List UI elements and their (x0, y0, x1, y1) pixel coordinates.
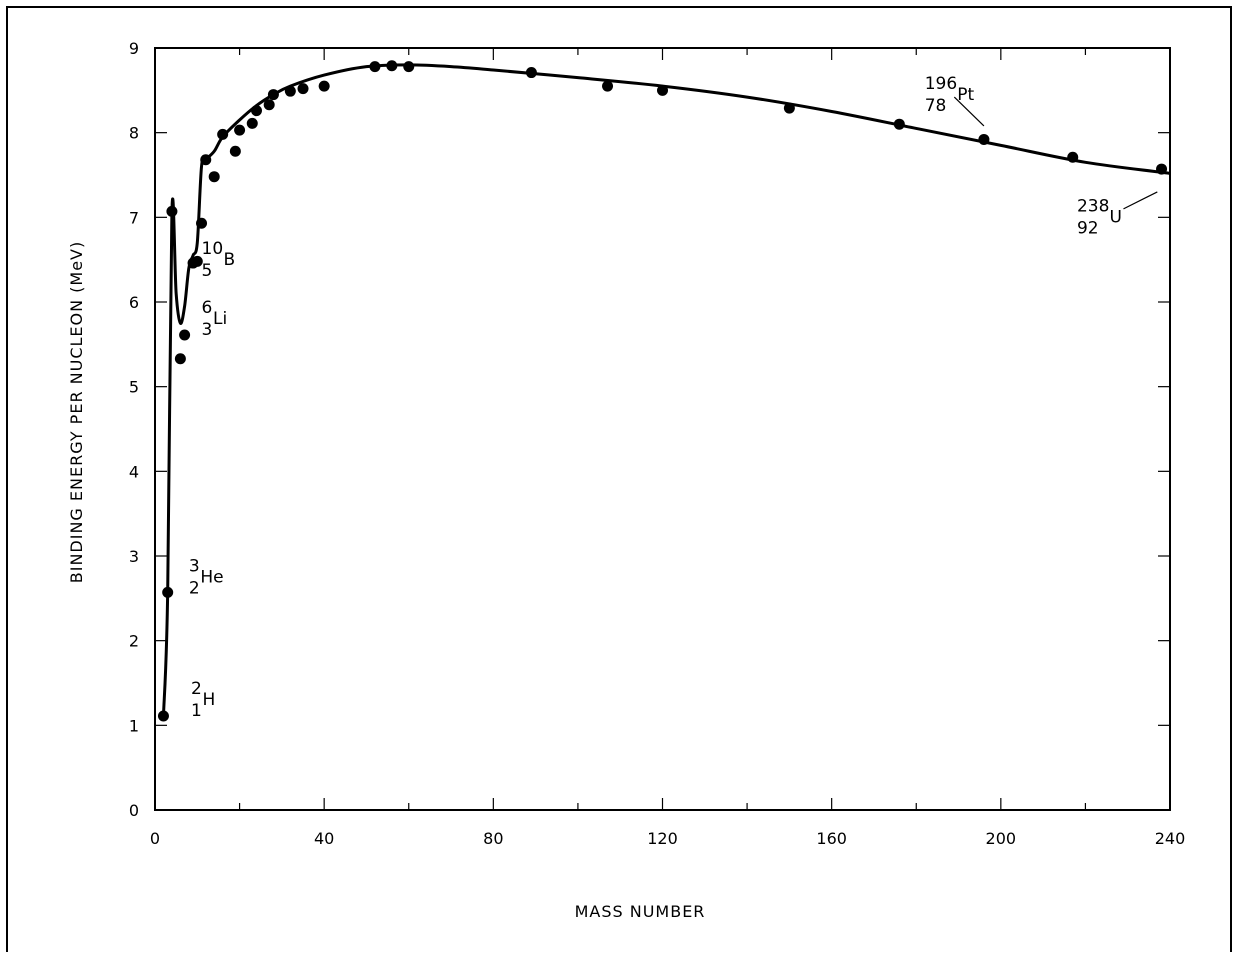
data-points (157, 60, 1168, 722)
isotope-atomic-number: 5 (202, 261, 213, 281)
x-tick-label: 120 (647, 829, 678, 848)
data-point (246, 117, 258, 129)
data-point (191, 255, 203, 267)
data-point (196, 217, 208, 229)
figure-frame (6, 6, 1232, 952)
y-tick-label: 3 (129, 547, 139, 566)
x-tick-label: 40 (314, 829, 334, 848)
data-point (263, 99, 275, 111)
isotope-symbol: He (200, 567, 223, 587)
x-axis-title: MASS NUMBER (575, 902, 706, 921)
data-point (657, 84, 668, 96)
data-point (297, 83, 309, 95)
isotope-mass-number: 10 (202, 239, 224, 259)
isotope-atomic-number: 3 (202, 320, 213, 340)
y-axis-title: BINDING ENERGY PER NUCLEON (MeV) (67, 241, 86, 583)
isotope-atomic-number: 2 (189, 578, 200, 598)
isotope-mass-number: 238 (1077, 197, 1109, 217)
isotope-label-h: 21H (191, 679, 215, 721)
isotope-symbol: B (224, 250, 236, 270)
data-point (234, 124, 246, 136)
isotope-mass-number: 3 (189, 556, 200, 576)
data-point (525, 67, 537, 79)
data-point (267, 89, 279, 101)
y-tick-label: 8 (129, 124, 139, 143)
data-point (1156, 163, 1168, 175)
data-point (978, 133, 990, 145)
fit-curve-line (161, 63, 1171, 717)
isotope-atomic-number: 1 (191, 701, 202, 721)
data-point (783, 102, 795, 114)
data-point (369, 61, 381, 73)
isotope-atomic-number: 92 (1077, 219, 1099, 239)
data-point (403, 61, 415, 73)
data-point (174, 353, 186, 365)
data-point (602, 80, 614, 92)
isotope-symbol: Li (213, 309, 227, 329)
data-point (208, 171, 220, 183)
isotope-atomic-number: 78 (925, 96, 947, 116)
isotope-symbol: Pt (957, 85, 974, 105)
data-point (162, 586, 174, 598)
y-tick-label: 0 (129, 801, 139, 820)
x-tick-label: 160 (816, 829, 847, 848)
isotope-symbol: H (202, 690, 215, 710)
x-tick-label: 240 (1155, 829, 1186, 848)
isotope-mass-number: 196 (925, 74, 957, 94)
data-point (284, 85, 296, 97)
data-point (893, 118, 905, 130)
data-point (166, 205, 178, 217)
x-tick-label: 0 (150, 829, 160, 848)
data-point (200, 154, 212, 166)
data-point (318, 80, 330, 92)
leader-line (953, 96, 985, 127)
y-tick-label: 6 (129, 293, 139, 312)
axis-ticks (154, 47, 1171, 811)
y-tick-label: 2 (129, 632, 139, 651)
plot-area-border (154, 47, 1171, 811)
y-tick-label: 9 (129, 39, 139, 58)
leader-line (1123, 191, 1158, 210)
x-tick-label: 80 (483, 829, 503, 848)
y-tick-label: 5 (129, 378, 139, 397)
isotope-mass-number: 2 (191, 679, 202, 699)
data-point (179, 329, 191, 341)
y-tick-label: 1 (129, 716, 139, 735)
data-point (217, 128, 229, 140)
data-point (251, 105, 262, 117)
data-point (157, 710, 169, 722)
y-tick-label: 4 (129, 462, 139, 481)
data-point (1067, 151, 1079, 163)
y-tick-label: 7 (129, 208, 139, 227)
isotope-mass-number: 6 (202, 298, 213, 318)
data-point (229, 145, 241, 157)
x-tick-label: 200 (986, 829, 1017, 848)
isotope-symbol: U (1109, 208, 1121, 228)
data-point (386, 60, 398, 72)
